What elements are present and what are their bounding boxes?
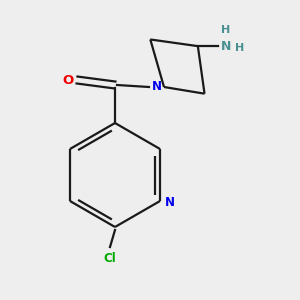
Text: N: N	[165, 196, 175, 209]
Text: N: N	[152, 80, 162, 94]
Text: N: N	[221, 40, 231, 52]
Text: O: O	[62, 74, 74, 86]
Text: H: H	[221, 25, 230, 35]
Text: H: H	[235, 43, 244, 53]
Text: Cl: Cl	[103, 253, 116, 266]
